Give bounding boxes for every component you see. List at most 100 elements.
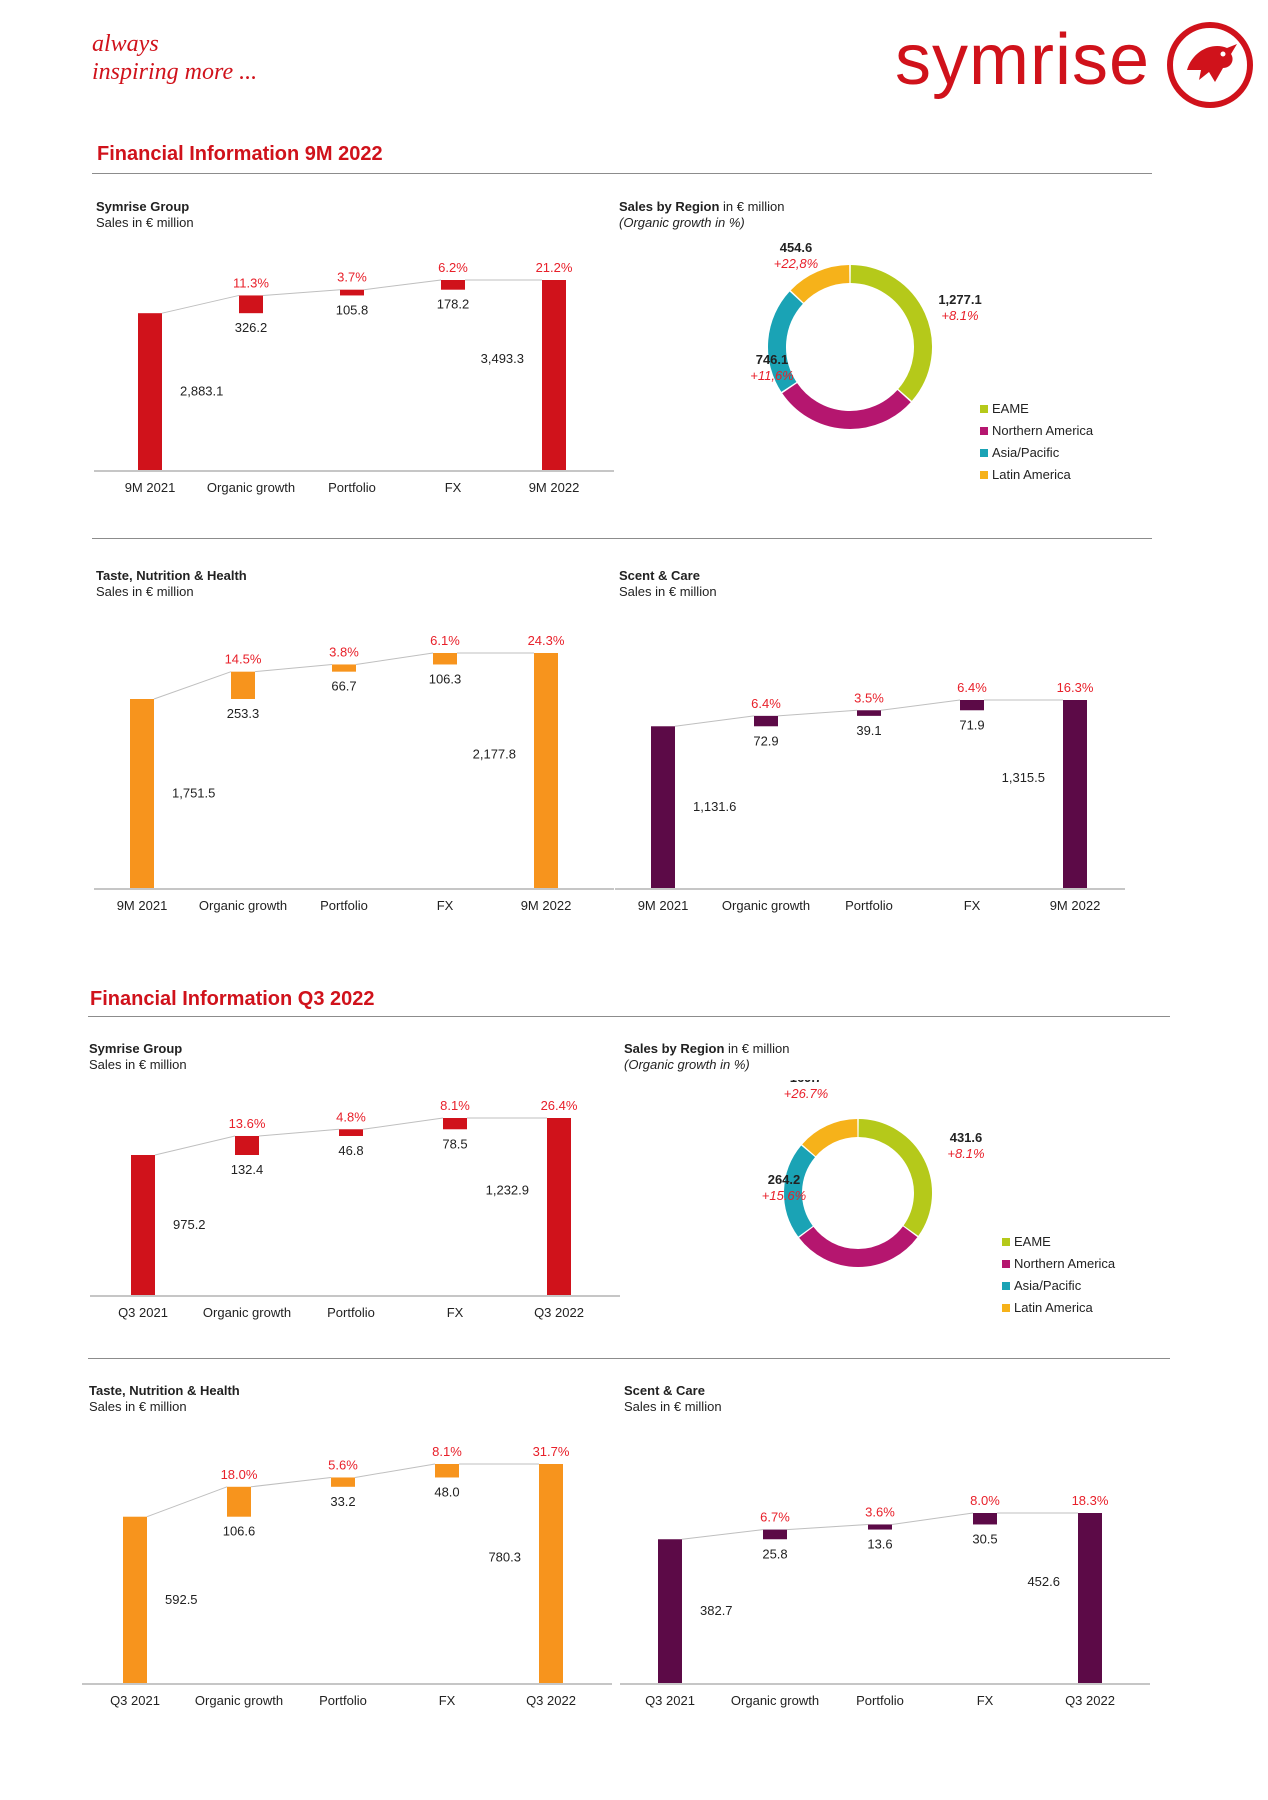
legend-swatch	[1002, 1260, 1010, 1268]
slice-growth-label: +8.1%	[941, 308, 978, 323]
chart-subtitle: Sales in € million	[624, 1399, 722, 1414]
brand-wordmark: symrise	[895, 20, 1150, 100]
growth-label: 3.8%	[329, 644, 359, 659]
waterfall-chart-tnh-9m: 9M 2021 1,751.5 Organic growth 14.5% 253.3 Po…	[94, 633, 614, 913]
growth-label: 16.3%	[1057, 680, 1094, 695]
x-tick-label: 9M 2021	[638, 898, 689, 913]
x-tick-label: 9M 2021	[125, 480, 176, 495]
tagline: always inspiring more ...	[92, 30, 257, 86]
data-label: 2,883.1	[180, 384, 223, 399]
data-label: 48.0	[434, 1484, 459, 1499]
connector-line	[891, 1512, 974, 1525]
data-label: 132.4	[231, 1162, 264, 1177]
tagline-line2: inspiring more ...	[92, 59, 258, 85]
x-tick-label: Q3 2021	[645, 1693, 695, 1708]
growth-label: 6.7%	[760, 1510, 790, 1525]
waterfall-bar	[235, 1135, 259, 1155]
donut-slice	[782, 382, 911, 429]
slice-growth-label: +26.7%	[784, 1086, 828, 1101]
growth-label: 3.6%	[865, 1504, 895, 1519]
waterfall-bar	[340, 289, 364, 296]
growth-label: 3.7%	[337, 270, 367, 285]
data-label: 780.3	[488, 1550, 521, 1565]
waterfall-bar	[435, 1464, 459, 1478]
waterfall-bar	[131, 1154, 155, 1295]
connector-line	[254, 663, 333, 673]
growth-label: 6.1%	[430, 633, 460, 648]
waterfall-bar	[443, 1118, 467, 1130]
legend-regions-9m: EAME Northern America Asia/Pacific Latin Am…	[980, 398, 1093, 486]
chart-title-group-q3: Symrise Group Sales in € million	[89, 1041, 187, 1073]
legend-label: Latin America	[1014, 1300, 1093, 1315]
x-tick-label: Q3 2022	[534, 1305, 584, 1320]
chart-subtitle: Sales in € million	[96, 584, 194, 599]
x-tick-label: FX	[964, 898, 981, 913]
connector-line	[777, 709, 858, 717]
growth-label: 6.4%	[751, 696, 781, 711]
connector-line	[363, 279, 442, 291]
waterfall-bar	[973, 1513, 997, 1525]
legend-label: Asia/Pacific	[1014, 1278, 1082, 1293]
growth-label: 18.3%	[1072, 1493, 1109, 1508]
waterfall-bar	[651, 726, 675, 888]
waterfall-bar	[754, 715, 778, 727]
x-tick-label: Portfolio	[845, 898, 893, 913]
growth-label: 6.4%	[957, 680, 987, 695]
chart-title-regions-9m: Sales by Region in € million (Organic gr…	[619, 199, 784, 231]
growth-label: 13.6%	[229, 1116, 266, 1131]
chart-title-suffix: in € million	[724, 1041, 790, 1056]
data-label: 39.1	[856, 723, 881, 738]
tagline-line1: always	[92, 31, 159, 57]
donut-chart-regions-9m: 1,277.1+8.1%1,015.5+10,8%746.1+11,6%454.…	[750, 240, 982, 429]
waterfall-bar	[539, 1464, 563, 1683]
x-tick-label: Portfolio	[320, 898, 368, 913]
legend-swatch	[980, 449, 988, 457]
connector-line	[250, 1476, 332, 1488]
data-label: 326.2	[235, 320, 268, 335]
connector-line	[258, 1128, 340, 1137]
legend-item: Northern America	[1002, 1253, 1115, 1275]
growth-label: 14.5%	[225, 652, 262, 667]
connector-line	[674, 715, 755, 727]
data-label: 1,131.6	[693, 799, 736, 814]
legend-label: Asia/Pacific	[992, 445, 1060, 460]
waterfall-bar	[130, 699, 154, 888]
section-divider	[92, 173, 1152, 174]
x-tick-label: Portfolio	[327, 1305, 375, 1320]
waterfall-chart-group-q3: Q3 2021 975.2 Organic growth 13.6% 132.4 Port…	[90, 1098, 620, 1320]
growth-label: 6.2%	[438, 260, 468, 275]
data-label: 3,493.3	[481, 351, 524, 366]
growth-label: 3.5%	[854, 690, 884, 705]
slice-value-label: 431.6	[950, 1130, 983, 1145]
legend-swatch	[1002, 1238, 1010, 1246]
chart-title-text: Symrise Group	[96, 199, 190, 214]
legend-item: EAME	[980, 398, 1093, 420]
x-tick-label: FX	[439, 1693, 456, 1708]
chart-title-group-9m: Symrise Group Sales in € million	[96, 199, 194, 231]
waterfall-chart-tnh-q3: Q3 2021 592.5 Organic growth 18.0% 106.6 Port…	[82, 1444, 612, 1708]
data-label: 1,751.5	[172, 786, 215, 801]
chart-title-text: Taste, Nutrition & Health	[89, 1383, 240, 1398]
chart-title-tnh-q3: Taste, Nutrition & Health Sales in € mil…	[89, 1383, 240, 1415]
growth-label: 26.4%	[541, 1098, 578, 1113]
chart-title-text: Symrise Group	[89, 1041, 183, 1056]
data-label: 452.6	[1027, 1574, 1060, 1589]
data-label: 106.6	[223, 1524, 256, 1539]
connector-line	[355, 652, 434, 665]
data-label: 72.9	[753, 733, 778, 748]
data-label: 1,232.9	[486, 1183, 529, 1198]
waterfall-bar	[1063, 700, 1087, 888]
growth-label: 24.3%	[528, 633, 565, 648]
chart-subtitle: Sales in € million	[619, 584, 717, 599]
chart-title-snc-9m: Scent & Care Sales in € million	[619, 568, 717, 600]
connector-line	[154, 1135, 236, 1156]
growth-label: 4.8%	[336, 1109, 366, 1124]
data-label: 25.8	[762, 1546, 787, 1561]
x-tick-label: 9M 2021	[117, 898, 168, 913]
data-label: 106.3	[429, 671, 462, 686]
donut-slice	[802, 1119, 858, 1157]
chart-title-text: Taste, Nutrition & Health	[96, 568, 247, 583]
waterfall-bar	[339, 1129, 363, 1136]
x-tick-label: Q3 2021	[110, 1693, 160, 1708]
donut-slice	[858, 1119, 932, 1236]
